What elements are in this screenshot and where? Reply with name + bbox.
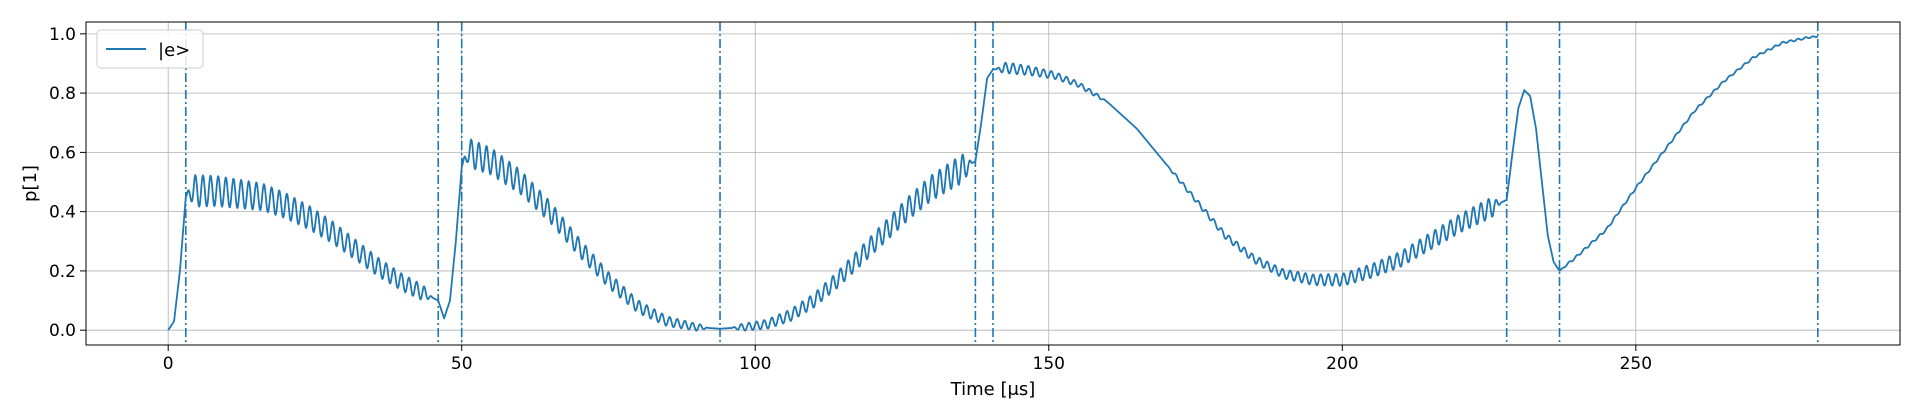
x-tick-label: 0 (163, 354, 174, 374)
legend-label-e: |e> (158, 40, 190, 61)
series-layer (167, 35, 1819, 332)
y-tick-label: 0.8 (49, 84, 76, 104)
x-axis-label: Time [μs] (950, 379, 1036, 400)
x-tick-label: 250 (1620, 354, 1652, 374)
x-tick-label: 50 (451, 354, 473, 374)
vertical-markers (184, 22, 1819, 345)
x-tick-label: 200 (1326, 354, 1358, 374)
y-tick-label: 0.4 (49, 203, 76, 223)
y-tick-label: 0.0 (49, 321, 76, 341)
legend: |e> (96, 29, 204, 69)
x-axis: 0 50 100 150 200 250 (163, 345, 1652, 374)
y-axis-label: p[1] (20, 165, 41, 202)
legend-box (96, 29, 204, 69)
plot-frame (85, 21, 1901, 346)
x-tick-label: 100 (739, 354, 771, 374)
series-line-e (167, 35, 1819, 332)
x-tick-label: 150 (1033, 354, 1065, 374)
y-tick-label: 0.2 (49, 262, 76, 282)
y-axis: 0.0 0.2 0.4 0.6 0.8 1.0 (49, 25, 86, 341)
y-tick-label: 1.0 (49, 25, 76, 45)
y-tick-label: 0.6 (49, 143, 76, 163)
